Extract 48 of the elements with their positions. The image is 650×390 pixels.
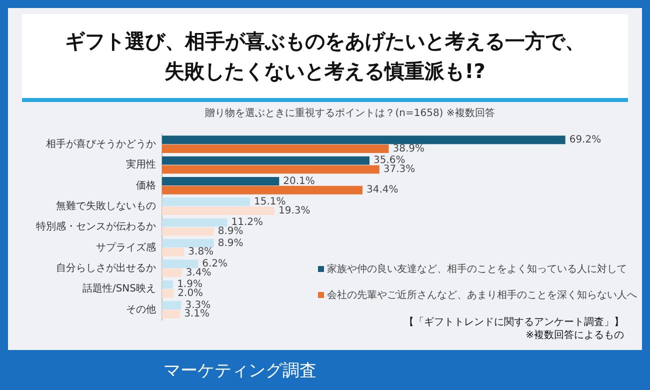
- legend-label: 家族や仲の良い友達など、相手のことをよく知っている人に対して: [327, 262, 627, 276]
- y-tick-label: 価格: [136, 179, 156, 192]
- data-label: 3.4%: [186, 267, 212, 278]
- bar: [162, 144, 389, 153]
- data-label: 8.9%: [218, 226, 244, 238]
- bar: [162, 248, 184, 256]
- bar: [162, 156, 370, 165]
- annotation: 【「ギフトトレンドに関するアンケート調査」】: [404, 316, 624, 329]
- bar: [162, 239, 214, 248]
- chart-subtitle: 贈り物を選ぶときに重視するポイントは？(n=1658) ※複数回答: [204, 106, 496, 120]
- bar: [162, 301, 182, 310]
- data-label: 2.0%: [178, 288, 204, 300]
- y-tick-label: 無難で失敗しないもの: [56, 200, 156, 212]
- bar: [162, 198, 250, 206]
- data-label: 6.2%: [202, 258, 228, 270]
- chart-title: ギフト選び、相手が喜ぶものをあげたいと考える一方で、失敗したくないと考える慎重派も!?: [64, 28, 586, 85]
- bar: [162, 260, 198, 268]
- data-label: 20.1%: [283, 176, 315, 187]
- text: マーケティング調査: [162, 360, 318, 383]
- bar: [162, 310, 180, 318]
- bar: [162, 206, 274, 215]
- data-label: 15.1%: [254, 196, 286, 208]
- bar: [162, 218, 228, 227]
- data-label: 34.4%: [366, 184, 398, 196]
- y-tick-label: 相手が喜びそうかどうか: [46, 138, 156, 150]
- data-label: 8.9%: [218, 238, 244, 249]
- text: ※複数回答によるもの: [524, 329, 624, 342]
- y-tick-label: 自分らしさが出せるか: [56, 262, 156, 274]
- y-tick-label: サプライズ感: [96, 241, 156, 254]
- bar: [162, 136, 566, 144]
- data-label: 3.8%: [188, 246, 214, 258]
- y-tick-label: 話題性/SNS映え: [82, 282, 156, 295]
- bar: [162, 177, 280, 186]
- bar: [162, 227, 214, 236]
- y-tick-label: 実用性: [126, 158, 156, 171]
- legend-label: 会社の先輩やご近所さんなど、あまり相手のことを深く知らない人へ: [327, 288, 637, 302]
- data-label: 37.3%: [383, 164, 416, 176]
- bar: [162, 186, 363, 194]
- bar: [162, 165, 380, 174]
- bar: [162, 268, 182, 277]
- data-label: 19.3%: [278, 205, 310, 216]
- data-label: 3.1%: [184, 308, 210, 320]
- data-label: 38.9%: [392, 143, 425, 154]
- data-label: 69.2%: [569, 134, 602, 146]
- y-tick-label: 特別感・センスが伝わるか: [36, 220, 156, 233]
- bar: [162, 289, 174, 298]
- y-tick-label: その他: [126, 303, 156, 316]
- bar: [162, 280, 174, 289]
